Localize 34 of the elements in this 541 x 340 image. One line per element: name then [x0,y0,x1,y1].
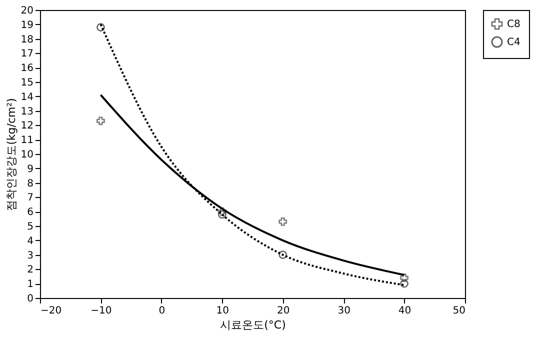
y-tick-label: 20 [20,6,34,16]
y-tick-label: 1 [27,279,34,290]
y-tick-label: 19 [20,20,34,31]
y-tick-label: 16 [20,63,34,74]
line-series [100,23,406,286]
y-tick-label: 5 [27,222,34,232]
y-tick-label: 2 [27,264,34,276]
y-tick-label: 0 [27,294,34,304]
y-tick-label: 3 [27,250,34,262]
y-tick-label: 13 [20,106,34,118]
y-tick-label: 12 [20,120,34,132]
y-tick-label: 7 [27,192,34,204]
y-tick-label: 17 [20,48,34,60]
x-tick-label: 50 [452,306,466,316]
y-tick-label: 8 [27,178,34,190]
y-tick-label: 10 [20,150,34,160]
x-tick-label: 10 [216,306,230,316]
x-tick-label: 30 [338,306,350,316]
legend-label: C4 [507,37,520,48]
x-tick-label: 20 [276,306,290,316]
x-tick-label: 40 [398,306,412,316]
x-tick-label: −10 [90,306,112,316]
y-tick-label: 15 [20,78,34,88]
legend-label: C8 [507,19,520,30]
x-tick-label: 0 [158,306,166,316]
y-axis-title: 점착인장강도(kg/cm²) [4,98,18,211]
y-tick-label: 6 [27,207,34,218]
y-tick-label: 11 [20,135,34,146]
y-tick-label: 9 [27,164,34,175]
y-tick-label: 4 [27,236,34,247]
y-tick-label: 18 [20,34,34,46]
x-axis-title: 시료온도(°C) [220,318,286,332]
x-tick-label: −20 [40,306,62,316]
y-tick-label: 14 [20,92,34,103]
